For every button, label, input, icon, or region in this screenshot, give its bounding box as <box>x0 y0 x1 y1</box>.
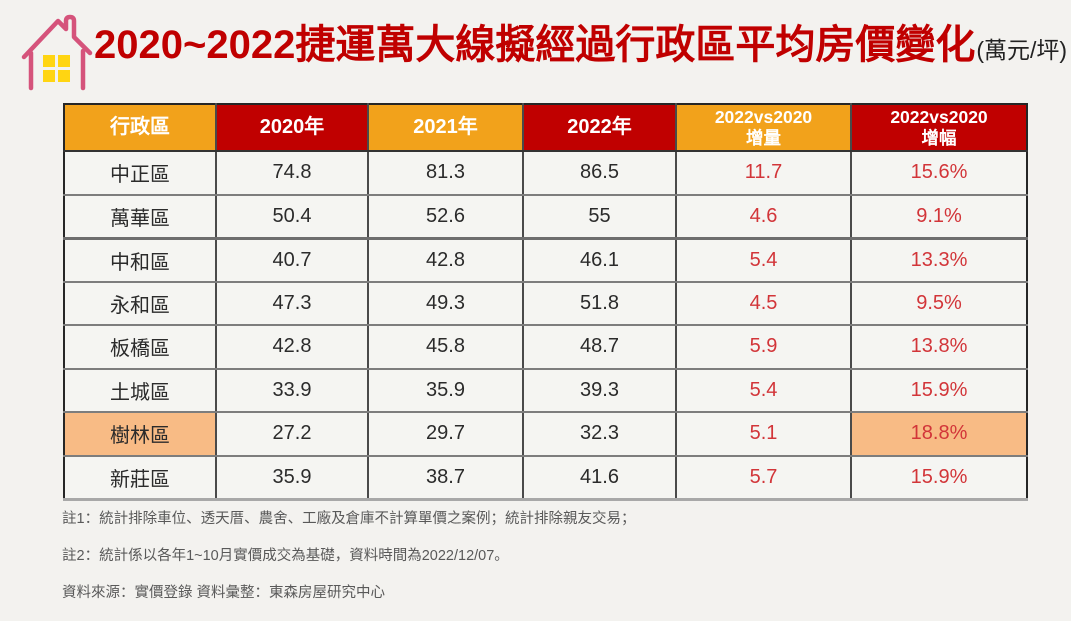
value-2020: 74.8 <box>215 150 369 196</box>
district-cell: 土城區 <box>63 367 217 413</box>
value-2020: 47.3 <box>215 280 369 326</box>
district-cell: 新莊區 <box>63 454 217 501</box>
district-cell: 萬華區 <box>63 193 217 240</box>
table-row: 萬華區 50.4 52.6 55 4.6 9.1% <box>63 193 1028 240</box>
value-2020: 35.9 <box>215 454 369 501</box>
value-2022: 51.8 <box>522 280 677 326</box>
pct-value-highlighted: 18.8% <box>850 411 1028 457</box>
value-2020: 27.2 <box>215 411 369 457</box>
pct-value: 9.1% <box>850 193 1028 240</box>
value-2021: 49.3 <box>367 280 524 326</box>
value-2021: 35.9 <box>367 367 524 413</box>
value-2022: 48.7 <box>522 324 677 370</box>
pct-value: 15.6% <box>850 150 1028 196</box>
pct-value: 9.5% <box>850 280 1028 326</box>
delta-value: 4.5 <box>675 280 852 326</box>
district-cell-highlighted: 樹林區 <box>63 411 217 457</box>
value-2022: 41.6 <box>522 454 677 501</box>
pct-value: 13.8% <box>850 324 1028 370</box>
table-row: 中和區 40.7 42.8 46.1 5.4 13.3% <box>63 237 1028 283</box>
value-2022: 39.3 <box>522 367 677 413</box>
col-header-2021: 2021年 <box>367 103 524 152</box>
delta-value: 5.1 <box>675 411 852 457</box>
district-cell: 永和區 <box>63 280 217 326</box>
footnote-2: 註2：統計係以各年1~10月實價成交為基礎，資料時間為2022/12/07。 <box>62 548 509 564</box>
pct-value: 15.9% <box>850 367 1028 413</box>
title-unit-label: (萬元/坪) <box>976 37 1068 63</box>
value-2020: 42.8 <box>215 324 369 370</box>
district-cell: 板橋區 <box>63 324 217 370</box>
table-row: 永和區 47.3 49.3 51.8 4.5 9.5% <box>63 280 1028 326</box>
value-2022: 32.3 <box>522 411 677 457</box>
value-2021: 45.8 <box>367 324 524 370</box>
value-2020: 33.9 <box>215 367 369 413</box>
value-2020: 40.7 <box>215 237 369 283</box>
header: 2020~2022捷運萬大線擬經過行政區平均房價變化 (萬元/坪) <box>94 18 1067 72</box>
value-2022: 86.5 <box>522 150 677 196</box>
col-header-2020: 2020年 <box>215 103 369 152</box>
delta-value: 11.7 <box>675 150 852 196</box>
pct-value: 13.3% <box>850 237 1028 283</box>
col-header-2022: 2022年 <box>522 103 677 152</box>
col-header-district: 行政區 <box>63 103 217 152</box>
footnotes: 註1：統計排除車位、透天厝、農舍、工廠及倉庫不計算單價之案例；統計排除親友交易；… <box>62 510 636 621</box>
pct-value: 15.9% <box>850 454 1028 501</box>
delta-value: 4.6 <box>675 193 852 240</box>
district-cell: 中和區 <box>63 237 217 283</box>
value-2021: 29.7 <box>367 411 524 457</box>
value-2022: 55 <box>522 193 677 240</box>
table-row: 板橋區 42.8 45.8 48.7 5.9 13.8% <box>63 324 1028 370</box>
district-cell: 中正區 <box>63 150 217 196</box>
table-row: 中正區 74.8 81.3 86.5 11.7 15.6% <box>63 150 1028 196</box>
value-2021: 42.8 <box>367 237 524 283</box>
page-title: 2020~2022捷運萬大線擬經過行政區平均房價變化 <box>94 23 976 67</box>
price-table: 行政區 2020年 2021年 2022年 2022vs2020 增量 2022v… <box>63 103 1028 501</box>
value-2020: 50.4 <box>215 193 369 240</box>
table-header-row: 行政區 2020年 2021年 2022年 2022vs2020 增量 2022v… <box>63 103 1028 152</box>
table-row-highlighted: 樹林區 27.2 29.7 32.3 5.1 18.8% <box>63 411 1028 457</box>
table-row: 土城區 33.9 35.9 39.3 5.4 15.9% <box>63 367 1028 413</box>
delta-value: 5.7 <box>675 454 852 501</box>
col-header-delta: 2022vs2020 增量 <box>675 103 852 152</box>
delta-value: 5.4 <box>675 367 852 413</box>
footnote-1: 註1：統計排除車位、透天厝、農舍、工廠及倉庫不計算單價之案例；統計排除親友交易； <box>62 511 636 527</box>
value-2021: 81.3 <box>367 150 524 196</box>
data-source: 資料來源：實價登錄 資料彙整：東森房屋研究中心 <box>62 585 386 601</box>
delta-value: 5.4 <box>675 237 852 283</box>
table-row: 新莊區 35.9 38.7 41.6 5.7 15.9% <box>63 454 1028 501</box>
house-icon <box>17 8 95 97</box>
value-2021: 52.6 <box>367 193 524 240</box>
delta-value: 5.9 <box>675 324 852 370</box>
value-2021: 38.7 <box>367 454 524 501</box>
value-2022: 46.1 <box>522 237 677 283</box>
col-header-pct: 2022vs2020 增幅 <box>850 103 1028 152</box>
